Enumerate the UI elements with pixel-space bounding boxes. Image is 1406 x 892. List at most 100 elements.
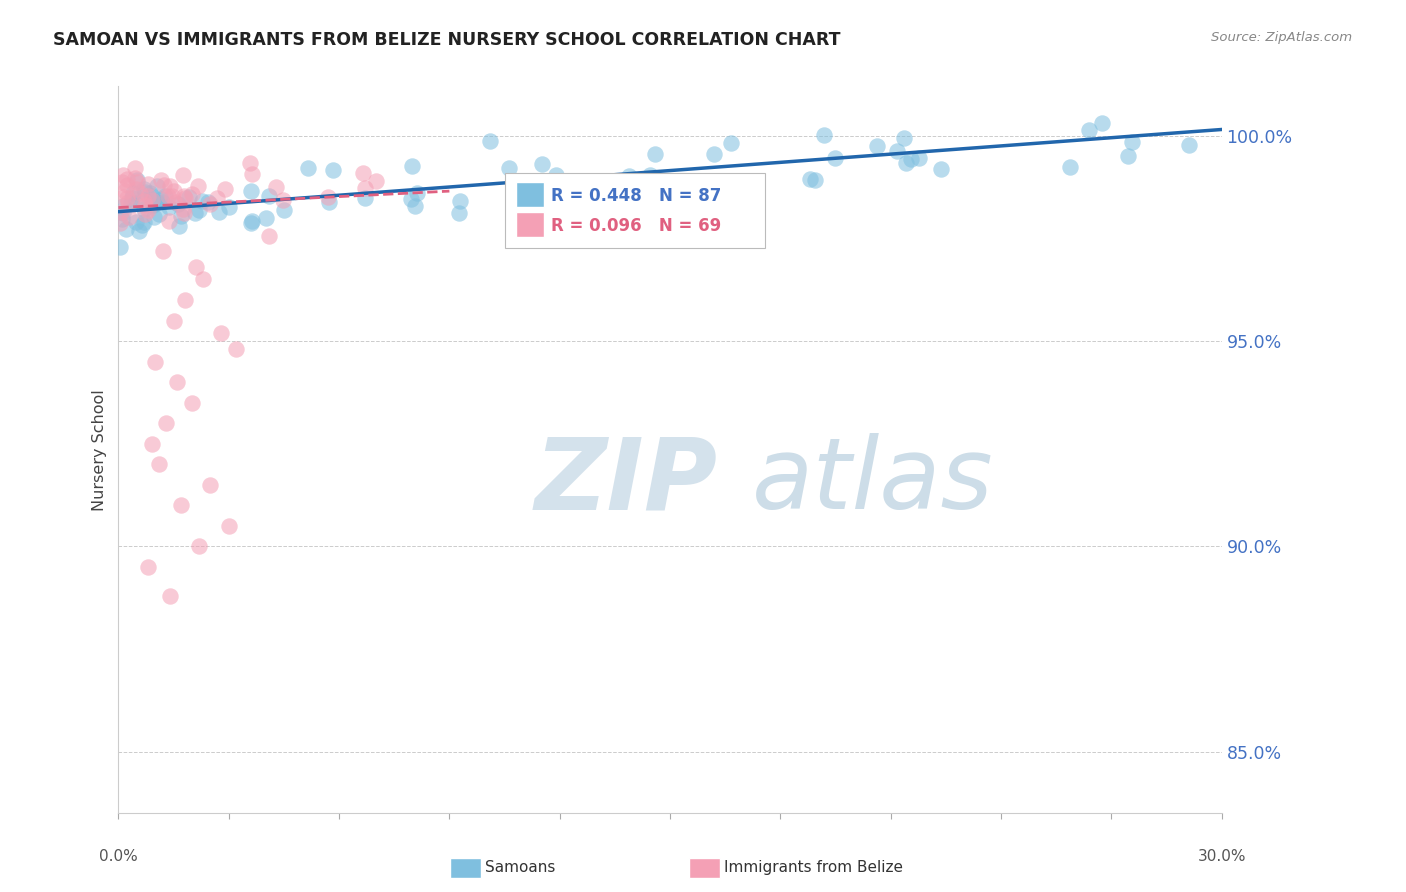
Point [170,499,193,513]
Point [401,159,423,173]
Point [364,174,387,188]
Point [173,293,195,307]
Point [894,155,917,169]
Point [125,175,148,189]
Point [205,190,228,204]
Point [191,272,214,286]
Point [173,189,195,203]
Point [181,395,204,409]
Point [703,147,725,161]
Point [1121,135,1143,149]
Point [139,186,162,200]
Point [148,207,170,221]
Point [929,161,952,176]
Point [449,206,471,220]
Point [404,199,426,213]
Point [150,192,173,206]
Point [112,168,135,182]
Point [530,157,553,171]
Point [122,186,145,200]
Point [134,207,156,221]
Point [143,210,166,224]
Point [218,519,240,533]
Point [257,228,280,243]
Point [184,206,207,220]
Point [111,206,134,220]
Point [157,188,180,202]
Point [132,181,155,195]
Point [115,178,138,192]
Y-axis label: Nursery School: Nursery School [93,389,107,511]
Point [163,194,186,209]
Point [169,219,191,233]
Point [209,326,232,340]
Point [132,194,155,209]
Point [128,224,150,238]
Point [172,168,194,182]
Point [170,209,193,223]
Point [174,191,197,205]
Point [804,173,827,187]
Point [188,202,211,217]
Point [179,190,201,204]
Point [149,172,172,186]
Point [197,194,219,209]
Point [1078,123,1101,137]
Point [200,478,222,492]
Point [128,186,150,200]
Point [406,186,429,200]
Point [148,458,170,472]
Text: ZIP: ZIP [534,434,717,530]
Point [110,239,132,253]
Point [136,189,159,203]
Point [354,181,377,195]
Point [111,212,134,227]
Point [146,179,169,194]
Point [142,198,165,212]
Point [118,211,141,225]
Point [1118,149,1140,163]
Point [1059,161,1081,175]
Point [184,260,207,274]
Text: Samoans: Samoans [485,860,555,874]
Point [297,161,319,175]
Point [352,166,374,180]
Text: SAMOAN VS IMMIGRANTS FROM BELIZE NURSERY SCHOOL CORRELATION CHART: SAMOAN VS IMMIGRANTS FROM BELIZE NURSERY… [53,31,841,49]
Point [124,170,146,185]
Point [157,213,180,227]
Point [799,171,821,186]
Point [181,186,204,201]
Text: Source: ZipAtlas.com: Source: ZipAtlas.com [1212,31,1353,45]
Point [134,198,156,212]
Point [214,182,236,196]
Point [150,195,173,210]
Point [136,560,159,574]
Point [152,244,174,258]
Point [110,205,132,219]
Point [115,222,138,236]
Point [110,216,132,230]
Point [240,214,263,228]
Text: atlas: atlas [752,434,994,530]
Text: R = 0.448   N = 87: R = 0.448 N = 87 [551,187,721,205]
Point [640,168,662,182]
Point [187,179,209,194]
Point [198,197,221,211]
Point [172,202,194,216]
Point [112,190,135,204]
Point [900,152,922,166]
Point [644,146,666,161]
Point [273,202,295,217]
Point [111,199,134,213]
Point [141,188,163,202]
Point [318,194,340,209]
Point [160,189,183,203]
Point [166,375,188,389]
Point [111,174,134,188]
Text: R = 0.096   N = 69: R = 0.096 N = 69 [551,218,721,235]
Point [121,191,143,205]
Point [132,215,155,229]
Point [134,202,156,216]
Text: 0.0%: 0.0% [98,849,138,864]
Point [824,151,846,165]
